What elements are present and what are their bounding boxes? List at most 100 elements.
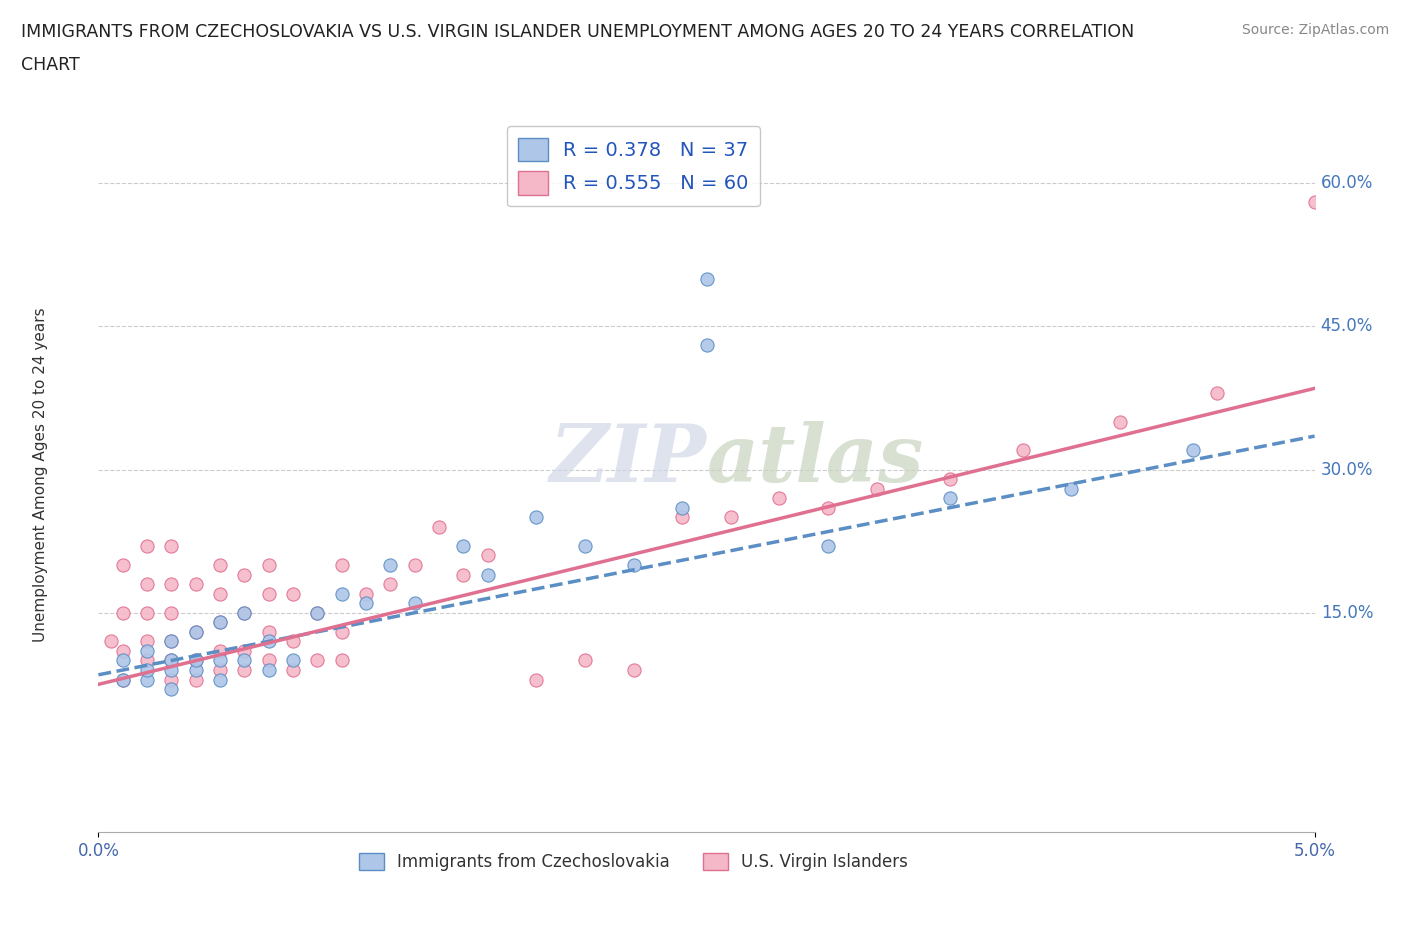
- Point: [184, 624, 207, 639]
- Point: [184, 577, 207, 591]
- Point: [696, 272, 718, 286]
- Point: [330, 653, 353, 668]
- Point: [1303, 194, 1326, 209]
- Point: [817, 538, 839, 553]
- Point: [136, 605, 159, 620]
- Point: [136, 644, 159, 658]
- Point: [404, 558, 426, 573]
- Point: [209, 653, 232, 668]
- Point: [1182, 443, 1205, 458]
- Point: [160, 662, 183, 677]
- Point: [623, 662, 645, 677]
- Point: [866, 481, 889, 496]
- Point: [330, 586, 353, 601]
- Point: [111, 644, 134, 658]
- Point: [233, 662, 256, 677]
- Point: [233, 567, 256, 582]
- Point: [160, 653, 183, 668]
- Point: [257, 653, 280, 668]
- Text: 45.0%: 45.0%: [1320, 317, 1374, 336]
- Point: [281, 653, 304, 668]
- Point: [209, 586, 232, 601]
- Point: [257, 624, 280, 639]
- Point: [160, 577, 183, 591]
- Point: [209, 558, 232, 573]
- Point: [160, 605, 183, 620]
- Point: [307, 605, 329, 620]
- Point: [524, 510, 547, 525]
- Point: [768, 491, 790, 506]
- Point: [160, 634, 183, 649]
- Point: [160, 538, 183, 553]
- Point: [307, 605, 329, 620]
- Point: [330, 558, 353, 573]
- Point: [184, 672, 207, 687]
- Text: ZIP: ZIP: [550, 421, 707, 498]
- Point: [477, 548, 499, 563]
- Text: atlas: atlas: [707, 421, 924, 498]
- Point: [209, 615, 232, 630]
- Point: [209, 644, 232, 658]
- Point: [404, 596, 426, 611]
- Point: [136, 577, 159, 591]
- Point: [111, 672, 134, 687]
- Point: [257, 558, 280, 573]
- Point: [136, 538, 159, 553]
- Point: [160, 634, 183, 649]
- Point: [136, 672, 159, 687]
- Point: [257, 634, 280, 649]
- Point: [817, 500, 839, 515]
- Point: [354, 596, 377, 611]
- Point: [160, 682, 183, 697]
- Point: [160, 672, 183, 687]
- Point: [209, 615, 232, 630]
- Text: 60.0%: 60.0%: [1320, 174, 1374, 193]
- Point: [233, 605, 256, 620]
- Point: [160, 653, 183, 668]
- Point: [233, 605, 256, 620]
- Point: [939, 472, 962, 486]
- Point: [184, 662, 207, 677]
- Point: [233, 653, 256, 668]
- Point: [184, 624, 207, 639]
- Point: [136, 634, 159, 649]
- Point: [453, 538, 475, 553]
- Point: [354, 586, 377, 601]
- Point: [307, 653, 329, 668]
- Point: [453, 567, 475, 582]
- Text: CHART: CHART: [21, 56, 80, 73]
- Point: [1060, 481, 1083, 496]
- Point: [184, 653, 207, 668]
- Point: [111, 653, 134, 668]
- Text: Source: ZipAtlas.com: Source: ZipAtlas.com: [1241, 23, 1389, 37]
- Text: IMMIGRANTS FROM CZECHOSLOVAKIA VS U.S. VIRGIN ISLANDER UNEMPLOYMENT AMONG AGES 2: IMMIGRANTS FROM CZECHOSLOVAKIA VS U.S. V…: [21, 23, 1135, 41]
- Point: [427, 519, 450, 534]
- Point: [111, 558, 134, 573]
- Legend: Immigrants from Czechoslovakia, U.S. Virgin Islanders: Immigrants from Czechoslovakia, U.S. Vir…: [352, 846, 915, 878]
- Point: [671, 500, 693, 515]
- Point: [330, 624, 353, 639]
- Point: [671, 510, 693, 525]
- Point: [281, 662, 304, 677]
- Point: [281, 586, 304, 601]
- Point: [623, 558, 645, 573]
- Point: [380, 577, 402, 591]
- Point: [136, 653, 159, 668]
- Point: [281, 634, 304, 649]
- Point: [111, 672, 134, 687]
- Point: [1109, 415, 1132, 430]
- Point: [720, 510, 742, 525]
- Point: [209, 662, 232, 677]
- Point: [111, 605, 134, 620]
- Text: 30.0%: 30.0%: [1320, 460, 1374, 479]
- Point: [136, 662, 159, 677]
- Point: [380, 558, 402, 573]
- Point: [574, 653, 596, 668]
- Point: [257, 662, 280, 677]
- Text: Unemployment Among Ages 20 to 24 years: Unemployment Among Ages 20 to 24 years: [32, 307, 48, 642]
- Point: [477, 567, 499, 582]
- Point: [1011, 443, 1033, 458]
- Text: 15.0%: 15.0%: [1320, 604, 1374, 622]
- Point: [524, 672, 547, 687]
- Point: [257, 586, 280, 601]
